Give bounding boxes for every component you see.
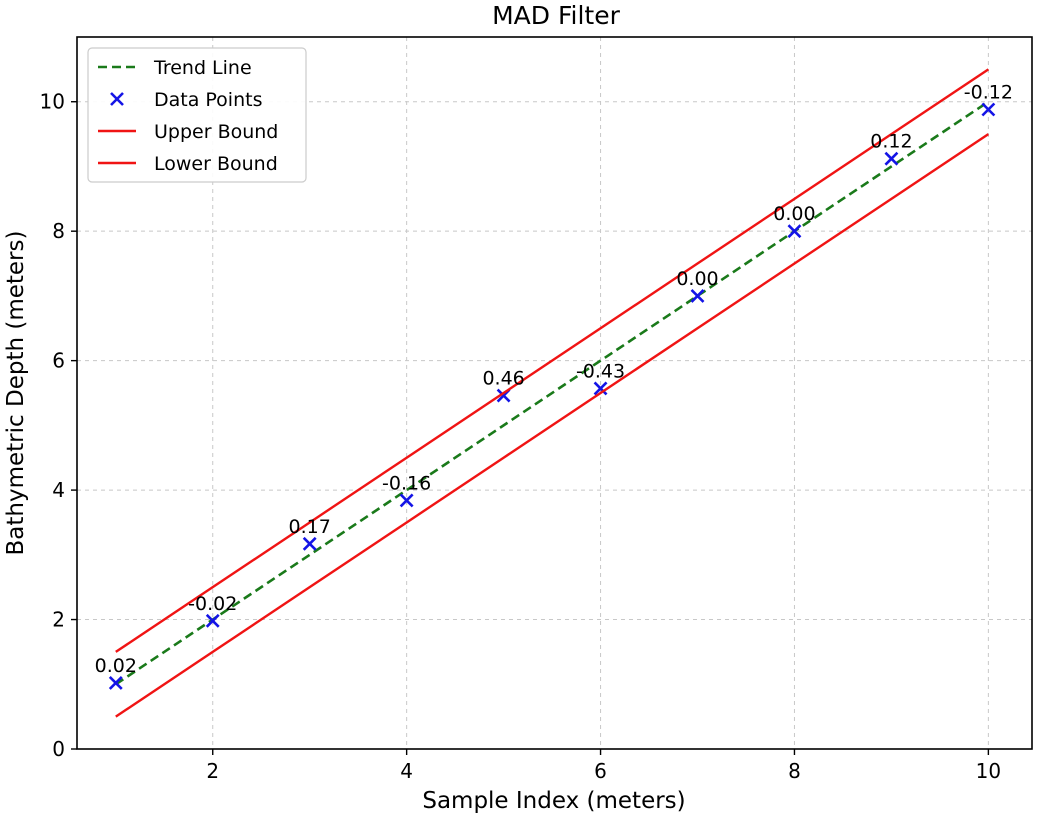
- data-point-marker: [981, 102, 996, 117]
- data-point-label: 0.46: [482, 368, 524, 390]
- data-point-marker: [205, 613, 220, 628]
- y-tick-label: 2: [52, 608, 65, 632]
- legend-swatch: [110, 92, 124, 106]
- y-tick-label: 8: [52, 219, 65, 243]
- data-point-label: 0.12: [870, 131, 912, 153]
- data-point-marker: [108, 676, 123, 690]
- data-labels: 0.02 -0.02 0.17 -0.16 0.46 -0.43 0.00 0.00 0.12 -…: [95, 81, 1013, 676]
- legend-label: Data Points: [154, 89, 262, 111]
- data-point-marker: [787, 224, 802, 239]
- plot-frame: [76, 36, 1033, 750]
- upper-bound-line: [115, 68, 990, 653]
- y-tick-label: 10: [40, 90, 65, 114]
- data-point-marker: [884, 151, 899, 166]
- data-point-label: -0.02: [188, 593, 237, 615]
- x-tick-label: 8: [788, 759, 801, 783]
- y-axis-label: Bathymetric Depth (meters): [3, 231, 29, 556]
- lower-bound-line: [115, 133, 990, 718]
- legend-label: Trend Line: [153, 57, 252, 79]
- data-point-marker: [302, 536, 317, 551]
- legend-label: Upper Bound: [154, 121, 278, 143]
- y-tick-label: 0: [52, 737, 65, 761]
- legend: Trend Line Data Points Upper Bound Lower Bo…: [87, 47, 307, 183]
- legend-label: Lower Bound: [154, 153, 278, 175]
- data-point-label: 0.00: [773, 203, 815, 225]
- legend-item-data-points: Data Points: [110, 89, 262, 111]
- legend-item-trend-line: Trend Line: [98, 57, 252, 79]
- tick-labels: 2 4 6 8 10 0 2 4 6 8 10: [40, 90, 1002, 783]
- legend-item-lower-bound: Lower Bound: [98, 153, 278, 175]
- axes: [76, 36, 1033, 750]
- data-point-marker: [593, 381, 608, 396]
- data-point-marker: [690, 288, 705, 303]
- data-point-label: 0.02: [95, 655, 137, 677]
- data-point-label: -0.12: [964, 81, 1013, 103]
- data-point-label: 0.17: [289, 516, 331, 538]
- x-tick-label: 10: [976, 759, 1001, 783]
- data-point-marker: [399, 493, 414, 508]
- chart-title: MAD Filter: [492, 1, 621, 30]
- y-tick-label: 4: [52, 478, 65, 502]
- x-axis-label: Sample Index (meters): [422, 788, 685, 814]
- data-point-label: -0.43: [576, 360, 625, 382]
- x-tick-label: 4: [400, 759, 413, 783]
- data-point-label: -0.16: [382, 472, 431, 494]
- legend-box: [87, 47, 307, 183]
- data-point-label: 0.00: [676, 268, 718, 290]
- x-tick-label: 2: [206, 759, 219, 783]
- y-tick-label: 6: [52, 349, 65, 373]
- x-tick-label: 6: [594, 759, 607, 783]
- series-layer: [108, 68, 996, 718]
- trend-line-line: [115, 100, 990, 686]
- legend-item-upper-bound: Upper Bound: [98, 121, 278, 143]
